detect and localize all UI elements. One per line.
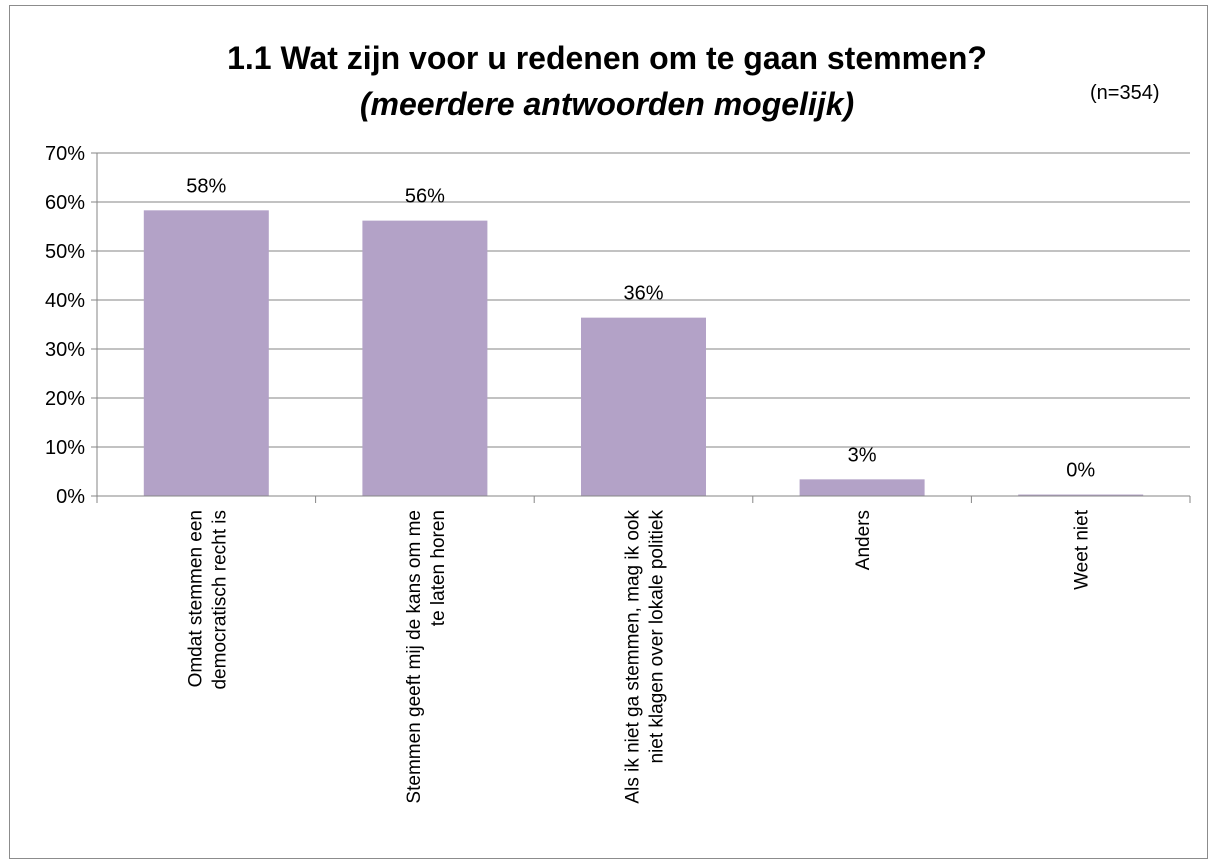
data-label: 3% [848, 444, 877, 466]
x-tick-label: Anders [853, 510, 874, 570]
bar [799, 479, 925, 496]
y-tick-label: 40% [45, 290, 85, 312]
x-tick-label-line: Omdat stemmen een [185, 510, 206, 687]
y-tick-label: 30% [45, 339, 85, 361]
bar [1018, 494, 1144, 496]
y-tick-label: 70% [45, 143, 85, 165]
x-tick-label: Weet niet [1072, 509, 1093, 590]
x-tick-label-line: democratisch recht is [209, 510, 230, 690]
x-tick-label-line: Weet niet [1072, 509, 1093, 590]
x-tick-label-line: te laten horen [428, 510, 449, 626]
y-tick-label: 10% [45, 437, 85, 459]
data-label: 56% [405, 186, 445, 208]
data-label: 36% [623, 283, 663, 305]
x-tick-label-line: Anders [853, 510, 874, 570]
data-label: 0% [1066, 460, 1095, 482]
data-label: 58% [186, 175, 226, 197]
x-tick-label-line: Als ik niet ga stemmen, mag ik ook [623, 510, 644, 804]
x-tick-label: Als ik niet ga stemmen, mag ik ook niet k… [623, 510, 668, 804]
y-tick-label: 0% [56, 486, 85, 508]
sample-size-label: (n=354) [1090, 82, 1160, 104]
x-tick-label: Omdat stemmen een democratisch recht is [185, 510, 230, 690]
bar [581, 317, 706, 496]
x-tick-label-line: Stemmen geeft mij de kans om me [404, 510, 425, 804]
y-tick-label: 60% [45, 192, 85, 214]
x-tick-label-line: niet klagen over lokale politiek [647, 510, 668, 764]
x-tick-label: Stemmen geeft mij de kans om me te laten … [404, 510, 449, 804]
bar [143, 210, 269, 496]
y-tick-label: 50% [45, 241, 85, 263]
chart-subtitle: (meerdere antwoorden mogelijk) [359, 86, 855, 122]
y-tick-label: 20% [45, 388, 85, 410]
chart-title: 1.1 Wat zijn voor u redenen om te gaan s… [227, 40, 987, 76]
bar [362, 220, 488, 496]
